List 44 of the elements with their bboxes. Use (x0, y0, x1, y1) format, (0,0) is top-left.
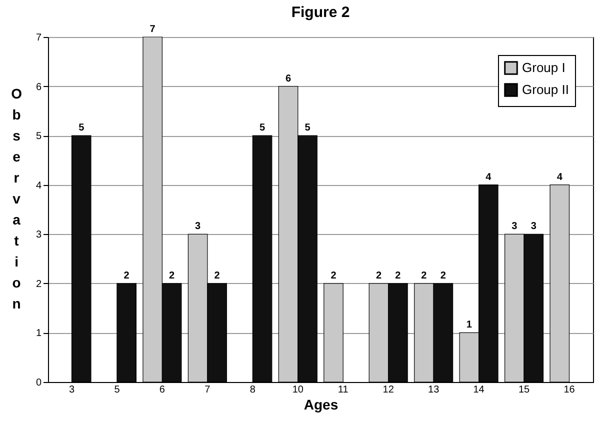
y-tick-label: 3 (36, 230, 42, 241)
data-label: 3 (195, 221, 202, 232)
legend-label: Group I (522, 60, 566, 75)
y-tick-label: 4 (36, 180, 42, 192)
x-tick-label: 6 (159, 384, 166, 396)
data-label: 2 (395, 270, 402, 282)
data-label: 3 (512, 221, 518, 232)
data-label: 2 (169, 270, 176, 282)
x-tick-label: 15 (518, 384, 530, 396)
data-label: 3 (530, 221, 537, 232)
y-tick-label: 2 (36, 278, 42, 290)
data-label: 5 (78, 122, 85, 134)
chart-title: Figure 2 (291, 4, 350, 21)
data-label: 2 (124, 270, 130, 282)
x-tick-label: 16 (564, 384, 576, 396)
x-tick-label: 10 (292, 384, 304, 396)
data-label: 5 (259, 122, 266, 134)
x-tick-label: 8 (250, 384, 256, 396)
data-label: 6 (285, 73, 292, 84)
data-label: 2 (376, 270, 382, 282)
data-label: 4 (556, 172, 563, 183)
data-label: 7 (150, 24, 156, 35)
data-label: 2 (440, 270, 446, 282)
data-label: 4 (486, 172, 492, 183)
data-label: 5 (304, 122, 311, 134)
x-axis-title: Ages (304, 396, 338, 412)
data-label: 2 (214, 270, 220, 282)
x-tick-label: 7 (204, 384, 211, 396)
legend-label: Group II (522, 82, 569, 97)
y-tick-label: 0 (36, 378, 42, 388)
x-tick-label: 12 (382, 384, 394, 396)
data-label: 2 (330, 270, 337, 282)
data-label: 2 (421, 270, 428, 282)
y-tick-label: 1 (36, 328, 42, 340)
x-tick-label: 3 (68, 384, 75, 396)
x-tick-label: 5 (114, 384, 120, 396)
x-tick-label: 14 (473, 384, 485, 396)
y-tick-label: 7 (36, 32, 42, 44)
data-label: 1 (466, 320, 472, 331)
x-tick-label: 11 (338, 384, 349, 396)
y-tick-label: 5 (36, 131, 42, 142)
y-tick-label: 6 (36, 82, 42, 93)
x-tick-label: 13 (428, 384, 440, 396)
text: Observation (11, 86, 22, 312)
